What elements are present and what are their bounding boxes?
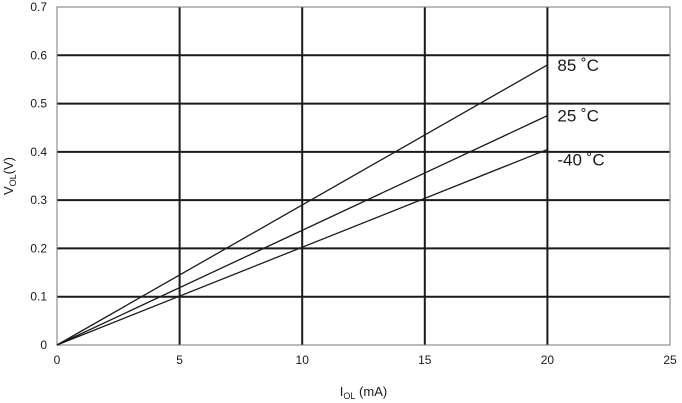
x-tick-label: 0: [54, 353, 61, 367]
y-tick-label: 0.7: [30, 0, 47, 14]
x-axis-label-main: I: [340, 384, 344, 399]
y-axis-label-rest: (V): [1, 157, 16, 174]
series-line: [56, 64, 548, 346]
x-axis-label: IOL (mA): [340, 384, 387, 401]
y-tick-label: 0.4: [30, 145, 47, 159]
y-tick-label: 0.1: [30, 290, 47, 304]
y-axis-label: VOL(V): [1, 157, 18, 195]
series-label: -40 ˚C: [557, 150, 604, 169]
y-axis-label-sub: OL: [8, 174, 18, 186]
x-tick-label: 15: [418, 353, 432, 367]
y-tick-label: 0.5: [30, 97, 47, 111]
series-label: 85 ˚C: [557, 56, 599, 75]
x-tick-label: 5: [176, 353, 183, 367]
y-tick-label: 0.6: [30, 48, 47, 62]
series-line: [56, 115, 548, 346]
y-tick-label: 0: [40, 338, 47, 352]
series-group: [56, 64, 548, 346]
x-tick-label: 20: [541, 353, 555, 367]
series-labels: 85 ˚C 25 ˚C -40 ˚C: [557, 56, 604, 170]
y-tick-labels: 0 0.1 0.2 0.3 0.4 0.5 0.6 0.7: [30, 0, 47, 352]
y-axis-label-main: V: [1, 186, 16, 195]
x-tick-labels: 0 5 10 15 20 25: [54, 353, 677, 367]
y-tick-label: 0.3: [30, 193, 47, 207]
x-tick-label: 10: [296, 353, 310, 367]
y-tick-label: 0.2: [30, 241, 47, 255]
series-label: 25 ˚C: [557, 107, 599, 126]
x-axis-label-sub: OL: [343, 391, 355, 401]
plot-frame: [56, 6, 671, 346]
x-axis-label-rest: (mA): [355, 384, 387, 399]
series-line: [56, 148, 548, 346]
x-tick-label: 25: [663, 353, 677, 367]
